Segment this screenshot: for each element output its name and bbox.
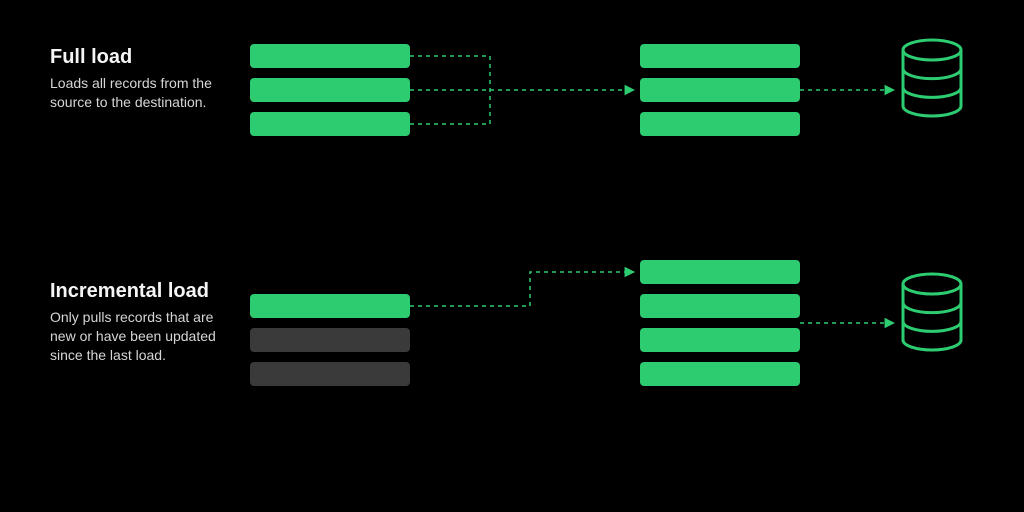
incremental-load-description: Only pulls records that are new or have … — [50, 308, 240, 365]
data-bar — [640, 362, 800, 386]
incremental-load-title: Incremental load — [50, 278, 209, 305]
data-bar — [640, 78, 800, 102]
diagram-canvas: Full load Loads all records from the sou… — [0, 0, 1024, 512]
data-bar — [250, 44, 410, 68]
full-load-description: Loads all records from the source to the… — [50, 74, 230, 112]
data-bar — [250, 294, 410, 318]
database-icon — [900, 38, 964, 118]
database-icon — [900, 272, 964, 352]
data-bar — [640, 44, 800, 68]
data-bar — [640, 328, 800, 352]
data-bar — [250, 78, 410, 102]
data-bar — [250, 328, 410, 352]
data-bar — [640, 112, 800, 136]
data-bar — [250, 112, 410, 136]
data-bar — [250, 362, 410, 386]
data-bar — [640, 260, 800, 284]
full-load-title: Full load — [50, 44, 132, 71]
data-bar — [640, 294, 800, 318]
